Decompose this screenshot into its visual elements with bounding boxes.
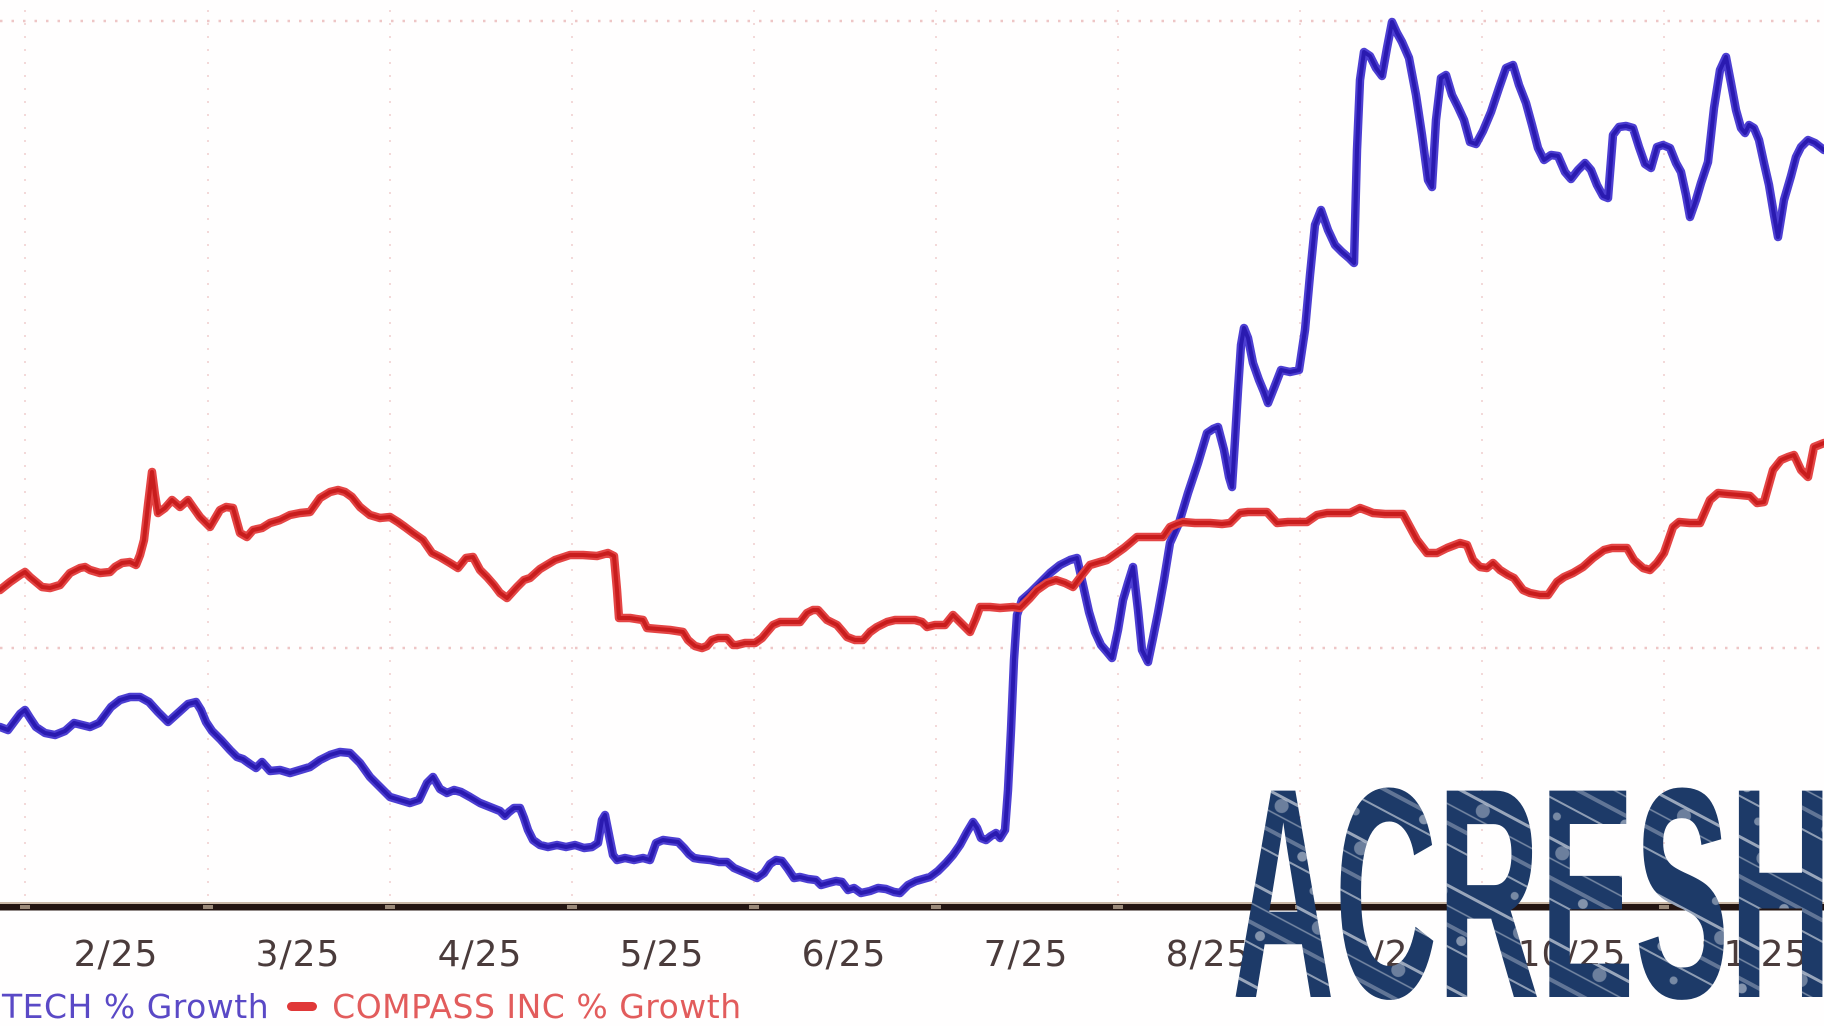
axis-tick bbox=[567, 905, 577, 909]
x-axis-label: 5/25 bbox=[620, 934, 705, 975]
acresh-watermark: ACRESH ACRESH bbox=[1232, 725, 1824, 1026]
axis-tick bbox=[203, 905, 213, 909]
legend-red-dash-icon bbox=[287, 1001, 318, 1011]
axis-line bbox=[0, 904, 1824, 911]
x-axis-label: 6/25 bbox=[802, 934, 887, 975]
axis-tick bbox=[749, 905, 759, 909]
x-axis-label: 7/25 bbox=[984, 934, 1069, 975]
x-axis-label: 2/25 bbox=[74, 934, 159, 975]
x-axis-label: 4/25 bbox=[438, 934, 523, 975]
legend-label-tech: TECH % Growth bbox=[2, 986, 270, 1026]
x-axis-label: 10/25 bbox=[1518, 934, 1627, 975]
axis-tick bbox=[1295, 905, 1305, 909]
series-line-core-0 bbox=[0, 20, 1824, 895]
axis-tick bbox=[20, 905, 30, 909]
axis-tick bbox=[1477, 905, 1487, 909]
watermark-text: ACRESH bbox=[1232, 725, 1824, 1026]
gridlines bbox=[0, 10, 1824, 903]
series-line-core-1 bbox=[0, 441, 1824, 650]
series-line-halo-1 bbox=[0, 438, 1824, 653]
x-axis bbox=[0, 902, 1824, 911]
legend-label-compass: COMPASS INC % Growth bbox=[332, 986, 742, 1026]
chart-legend: TECH % Growth COMPASS INC % Growth bbox=[2, 986, 742, 1026]
axis-tick bbox=[931, 905, 941, 909]
axis-tick bbox=[1113, 905, 1123, 909]
x-axis-label: 8/25 bbox=[1166, 934, 1251, 975]
x-axis-labels: 2/25 3/25 4/25 5/25 6/25 7/25 8/25 9/25 10/25 11/… bbox=[74, 934, 1809, 975]
axis-tick bbox=[385, 905, 395, 909]
axis-bevel bbox=[0, 902, 1824, 905]
x-axis-label: 9/25 bbox=[1348, 934, 1433, 975]
x-axis-label: 3/25 bbox=[256, 934, 341, 975]
watermark-texture: ACRESH bbox=[1232, 725, 1824, 1026]
axis-tick bbox=[1659, 905, 1669, 909]
series-lines bbox=[0, 17, 1824, 898]
x-axis-label: 11/25 bbox=[1700, 934, 1809, 975]
